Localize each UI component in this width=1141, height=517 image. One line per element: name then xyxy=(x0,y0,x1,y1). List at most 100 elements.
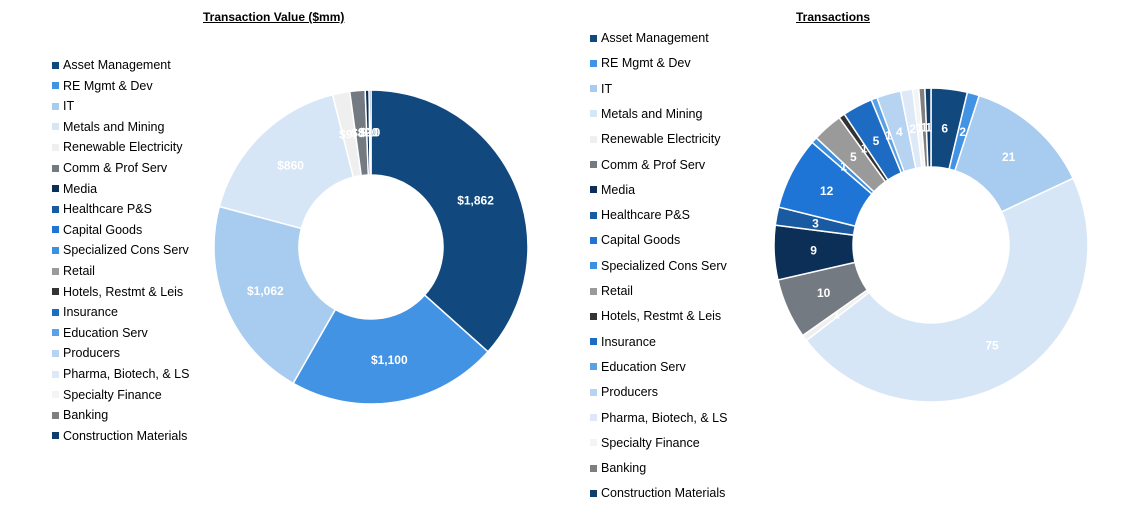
legend-label: IT xyxy=(63,99,75,114)
legend-label: Hotels, Restmt & Leis xyxy=(63,284,184,299)
legend-item-healthcare-p-s: Healthcare P&S xyxy=(590,207,690,223)
legend-label: Construction Materials xyxy=(63,428,188,443)
legend-swatch xyxy=(590,388,597,396)
slice-asset-management xyxy=(370,89,529,353)
legend-label: Banking xyxy=(601,461,647,476)
legend-label: Pharma, Biotech, & LS xyxy=(63,367,190,381)
slice-construction-materials xyxy=(924,87,932,168)
legend-label: Education Serv xyxy=(601,359,686,374)
legend-swatch xyxy=(52,288,59,296)
legend-item-hotels-restmt-leis: Hotels, Restmt & Leis xyxy=(590,308,721,324)
legend-item-renewable-electricity: Renewable Electricity xyxy=(52,139,183,155)
legend-label: Hotels, Restmt & Leis xyxy=(601,309,722,324)
legend-label: Metals and Mining xyxy=(63,119,165,134)
legend-label: Healthcare P&S xyxy=(63,202,152,217)
legend-swatch xyxy=(590,161,597,168)
slice-healthcare-p-s xyxy=(368,89,372,176)
legend-label: Education Serv xyxy=(63,325,148,340)
legend-item-renewable-electricity: Renewable Electricity xyxy=(590,131,721,147)
legend-label: Asset Management xyxy=(63,58,171,72)
data-label-metals-and-mining: $860 xyxy=(277,158,304,172)
legend-label: Retail xyxy=(63,264,95,278)
legend-label: Renewable Electricity xyxy=(601,132,721,147)
legend-item-specialized-cons-serv: Specialized Cons Serv xyxy=(590,258,727,274)
legend-label: Producers xyxy=(63,346,120,361)
legend-item-comm-prof-serv: Comm & Prof Serv xyxy=(590,157,705,173)
legend-item-producers: Producers xyxy=(52,345,120,361)
legend-label: Pharma, Biotech, & LS xyxy=(601,410,728,425)
legend-swatch xyxy=(590,59,597,67)
data-label-producers: 4 xyxy=(896,125,903,139)
data-label-media: 9 xyxy=(810,244,817,258)
legend-label: Media xyxy=(63,181,98,196)
legend-swatch xyxy=(590,34,597,42)
legend-swatch xyxy=(590,287,597,295)
legend-label: Producers xyxy=(601,385,658,400)
slice-metals-and-mining xyxy=(805,177,1089,403)
data-label-specialty-finance: 1 xyxy=(916,121,923,135)
legend-label: Construction Materials xyxy=(601,486,726,501)
legend-item-education-serv: Education Serv xyxy=(52,325,148,341)
legend-item-specialty-finance: Specialty Finance xyxy=(52,387,162,403)
data-label-renewable-electricity: 1 xyxy=(833,308,840,322)
legend-item-metals-and-mining: Metals and Mining xyxy=(52,119,164,135)
legend-swatch xyxy=(52,308,59,316)
chart-title-transactions: Transactions xyxy=(796,10,871,24)
legend-item-re-mgmt-dev: RE Mgmt & Dev xyxy=(52,78,153,94)
legend-swatch xyxy=(52,226,59,234)
legend-label: Media xyxy=(601,182,636,197)
data-label-media: $20 xyxy=(358,126,378,140)
legend-item-education-serv: Education Serv xyxy=(590,359,686,375)
legend-item-asset-management: Asset Management xyxy=(590,30,709,46)
legend-item-metals-and-mining: Metals and Mining xyxy=(590,106,702,122)
legend-item-healthcare-p-s: Healthcare P&S xyxy=(52,201,152,217)
legend-label: Specialty Finance xyxy=(63,387,162,402)
slice-metals-and-mining xyxy=(218,93,355,230)
legend-swatch xyxy=(590,363,597,371)
legend-label: Banking xyxy=(63,408,109,423)
legend-item-re-mgmt-dev: RE Mgmt & Dev xyxy=(590,55,691,71)
legend-item-construction-materials: Construction Materials xyxy=(52,428,187,444)
legend-swatch xyxy=(590,211,597,219)
slice-re-mgmt-dev xyxy=(292,293,490,405)
legend-swatch xyxy=(52,370,59,378)
data-label-re-mgmt-dev: 2 xyxy=(959,125,966,139)
legend-item-media: Media xyxy=(590,182,635,198)
data-label-construction-materials: 1 xyxy=(925,121,932,135)
data-label-pharma-biotech-ls: 2 xyxy=(909,122,916,136)
legend-swatch xyxy=(590,489,597,497)
legend-swatch xyxy=(590,262,597,270)
legend-item-pharma-biotech-ls: Pharma, Biotech, & LS xyxy=(52,366,189,382)
chart-title-transaction-value: Transaction Value ($mm) xyxy=(203,10,345,24)
legend-item-media: Media xyxy=(52,181,97,197)
legend-label: Capital Goods xyxy=(63,222,143,237)
legend-item-capital-goods: Capital Goods xyxy=(52,222,142,238)
legend-swatch xyxy=(590,85,597,93)
legend-label: Specialized Cons Serv xyxy=(601,258,727,273)
data-label-re-mgmt-dev: $1,100 xyxy=(371,353,408,367)
legend-swatch xyxy=(590,338,597,346)
data-label-education-serv: 1 xyxy=(885,128,892,142)
data-label-it: $1,062 xyxy=(247,284,284,298)
data-label-hotels-restmt-leis: 1 xyxy=(861,141,868,155)
data-label-asset-management: $1,862 xyxy=(457,193,494,207)
legend-label: Comm & Prof Serv xyxy=(63,161,168,175)
legend-label: Retail xyxy=(601,284,633,298)
legend-swatch xyxy=(52,164,59,172)
legend-item-insurance: Insurance xyxy=(590,334,656,350)
legend-item-retail: Retail xyxy=(590,283,633,299)
legend-item-banking: Banking xyxy=(52,407,108,423)
legend-swatch xyxy=(590,414,597,421)
legend-swatch xyxy=(590,186,597,194)
legend-swatch xyxy=(52,391,59,399)
legend-label: RE Mgmt & Dev xyxy=(63,78,153,93)
legend-swatch xyxy=(590,439,597,447)
legend-label: Specialized Cons Serv xyxy=(63,243,189,258)
data-label-banking: 1 xyxy=(921,121,928,135)
legend-swatch xyxy=(52,246,59,254)
legend-swatch xyxy=(590,236,597,244)
legend-swatch xyxy=(52,185,59,193)
legend-swatch xyxy=(52,102,59,110)
legend-item-specialty-finance: Specialty Finance xyxy=(590,435,700,451)
